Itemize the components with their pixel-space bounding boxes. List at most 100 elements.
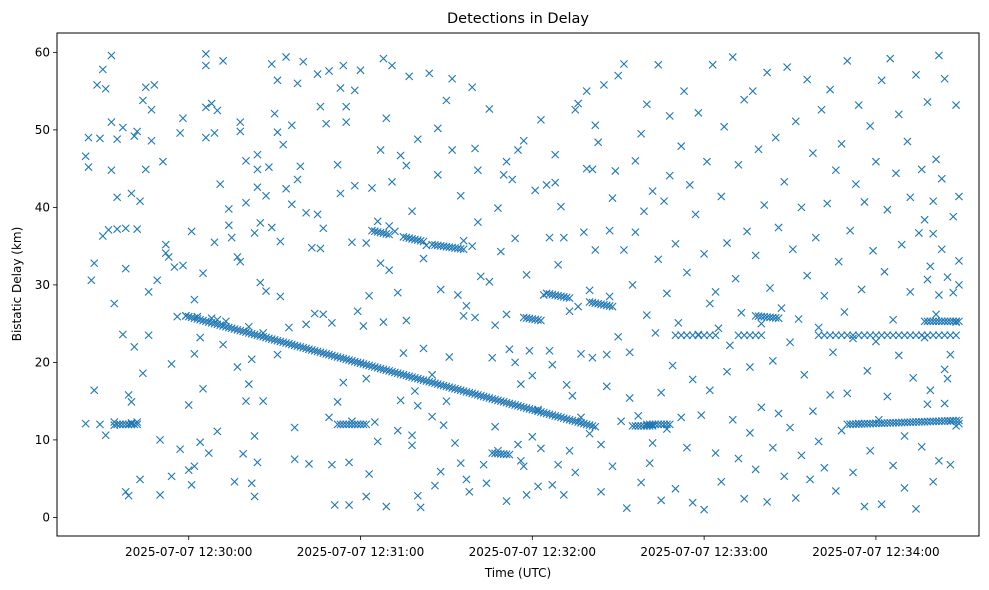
detection-point [914,228,923,237]
detection-point [279,140,288,149]
detection-point [150,80,159,89]
detection-point [330,501,339,509]
detection-point [891,169,900,178]
detection-point [345,501,354,509]
track-detection-point [459,245,468,254]
track-detection-point [267,335,276,344]
detection-point [130,342,139,351]
detection-point [299,57,308,66]
track-detection-point [468,389,477,398]
track-detection-point [473,390,482,399]
detection-point [488,353,497,362]
track-detection-point [382,229,391,238]
detection-point [316,244,325,253]
detection-point [167,359,176,368]
detection-point [133,225,142,234]
detection-point [831,487,840,496]
detection-point [619,246,628,254]
detection-point [365,470,374,478]
detection-point [173,312,182,321]
detection-point [130,132,139,141]
track-detection-point [562,414,571,423]
detection-point [313,210,322,219]
detection-point [940,365,949,374]
detection-point [95,420,104,429]
y-tick-label: 60 [35,45,50,59]
x-tick-label: 2025-07-07 12:32:00 [469,545,596,559]
detection-point [190,349,199,358]
detection-point [582,87,591,96]
detection-point [84,133,93,142]
detection-point [141,83,150,92]
track-detection-point [204,318,213,327]
track-detection-point [376,364,385,373]
detection-point [743,227,752,236]
detection-point [262,287,271,296]
detection-point [754,145,763,154]
track-detection-point [917,331,926,340]
detection-point [705,386,714,395]
track-detection-point [299,343,308,352]
detection-point [419,254,428,263]
detection-point [90,386,99,395]
track-detection-point [416,375,425,384]
detection-point [425,69,434,78]
track-detection-point [562,293,571,302]
track-detection-point [660,420,669,429]
detection-point [462,301,471,310]
detection-point [662,289,671,298]
track-detection-point [534,407,543,416]
detection-point [396,396,405,405]
detection-point [476,272,485,281]
track-detection-point [934,317,943,326]
detection-point [522,270,531,279]
detection-point [161,240,170,249]
track-detection-point [270,335,279,344]
detection-point [648,439,657,447]
track-detection-point [657,420,666,429]
detection-point [347,238,356,247]
detection-point [247,479,256,488]
detection-point [491,422,500,431]
track-detection-point [322,349,331,358]
track-detection-point [471,390,480,399]
detection-point [717,192,726,201]
detection-point [617,417,626,426]
detection-point [886,54,895,63]
track-detection-point [688,331,697,340]
detection-point [393,288,402,297]
detection-point [408,441,417,450]
detection-point [751,465,760,474]
track-detection-point [940,317,949,326]
track-detection-point [304,345,313,354]
detection-point [857,285,866,294]
detection-point [794,315,803,323]
detection-point [436,467,445,476]
track-detection-point [382,366,391,375]
detection-point [657,388,666,397]
detection-point [158,157,167,166]
detection-point [307,243,316,252]
detection-point [110,299,119,308]
detection-point [602,350,611,359]
detection-point [851,180,860,189]
detection-point [471,144,480,153]
track-detection-point [496,397,505,406]
track-detection-point [284,339,293,348]
detection-point [803,75,812,84]
detection-point [866,122,875,130]
track-detection-point [605,302,614,310]
track-detection-point [531,406,540,415]
detection-point [700,249,709,258]
track-detection-point [582,420,591,429]
detection-point [233,363,242,372]
detection-point [877,76,886,85]
detection-point [267,223,276,232]
detection-point [642,311,651,320]
detection-point [339,61,348,70]
detection-point [479,460,488,469]
track-detection-point [883,331,892,340]
detection-point [224,221,233,230]
detection-point [430,481,439,490]
detection-point [628,280,637,289]
